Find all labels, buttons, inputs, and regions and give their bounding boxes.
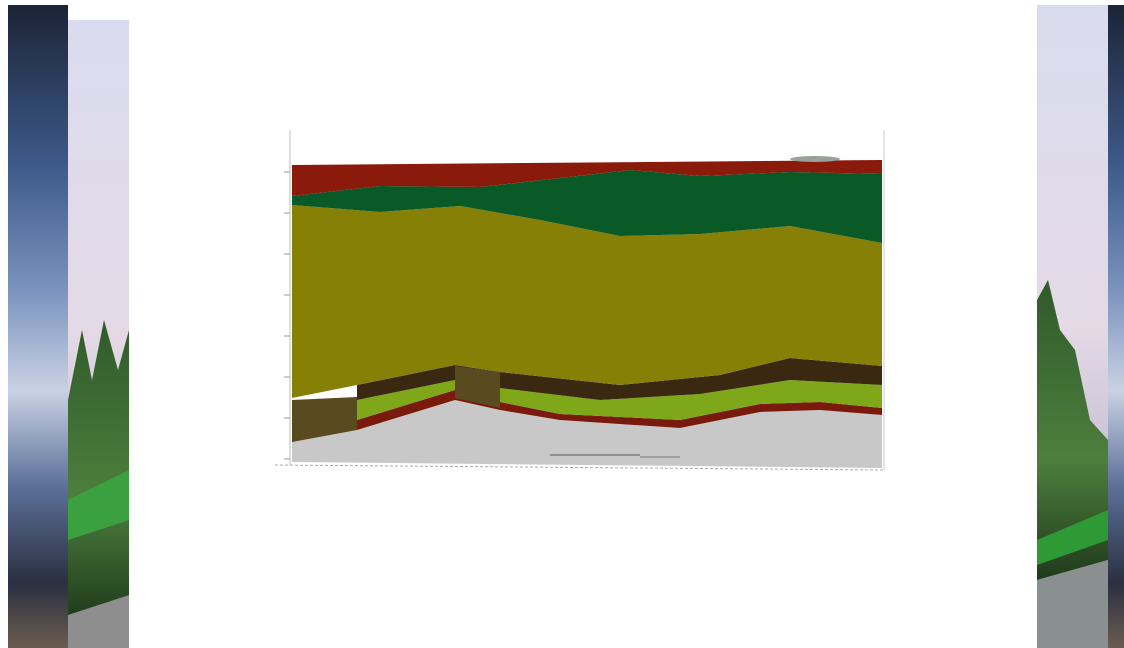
layer-base [292,400,882,468]
layer-dark-green [292,170,882,243]
right-trees [1037,280,1108,580]
x-axis-line [274,464,885,471]
layer-red-top [292,160,882,196]
left-grass [68,470,129,540]
left-sky-panel [8,5,68,648]
layer-olive [292,205,882,398]
right-grass [1037,510,1108,565]
fault-block [292,397,357,442]
cross-section [274,130,885,471]
axis-ticks [284,171,290,460]
fault-block [455,366,500,408]
surface-feature [790,156,840,162]
right-road [1037,560,1108,648]
left-trees [68,320,129,620]
left-road [68,595,129,648]
layer-dark-brown [357,358,882,400]
right-sky-panel [1108,5,1124,648]
